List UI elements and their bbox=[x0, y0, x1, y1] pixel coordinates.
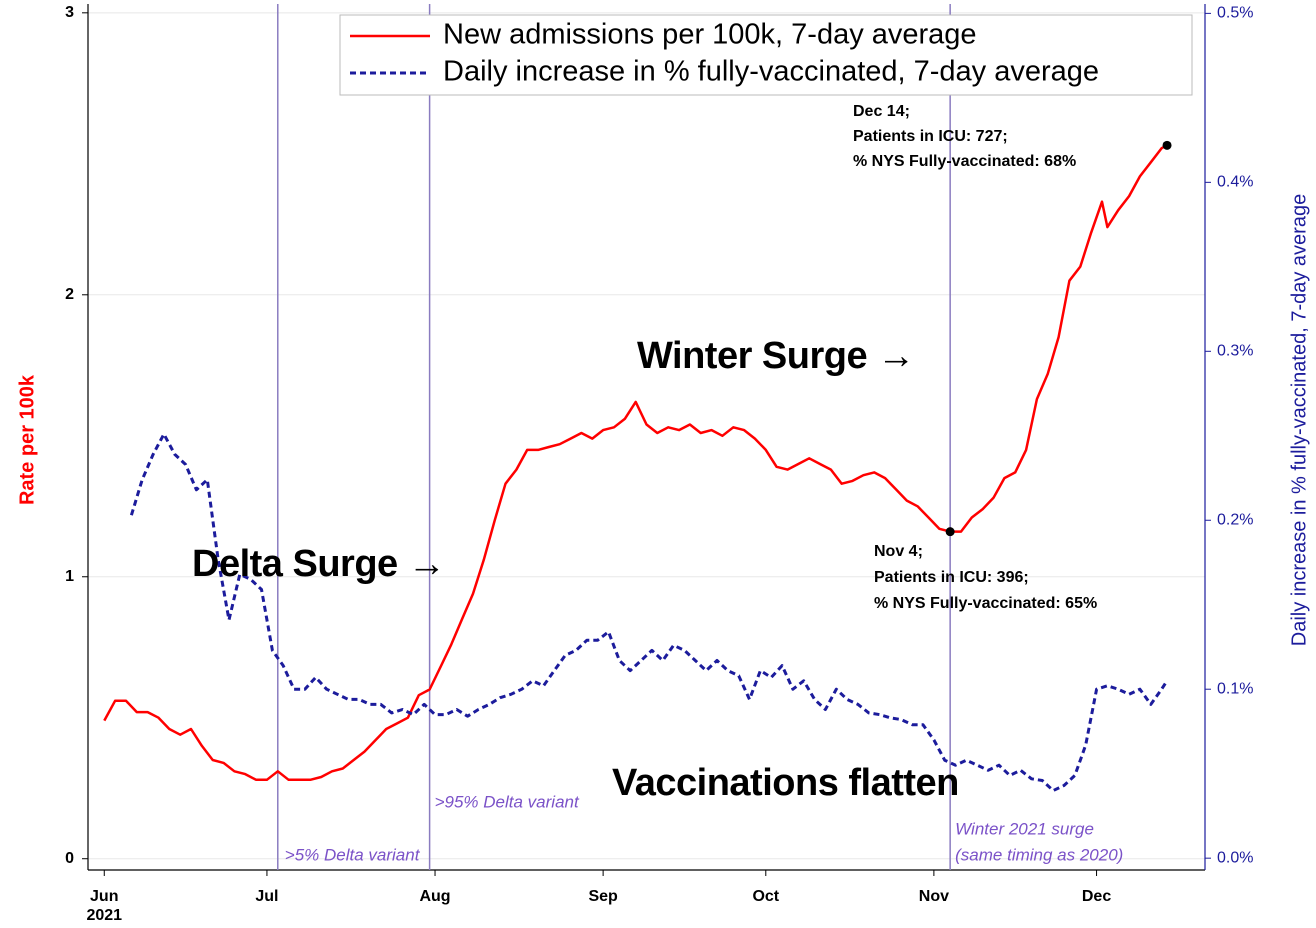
point-label: % NYS Fully-vaccinated: 68% bbox=[853, 153, 1076, 170]
point-label: Dec 14; bbox=[853, 103, 910, 120]
point-label: Nov 4; bbox=[874, 543, 923, 560]
legend: New admissions per 100k, 7-day average Da… bbox=[339, 14, 1193, 96]
reference-label: >5% Delta variant bbox=[285, 845, 421, 864]
y2-tick-label: 0.2% bbox=[1217, 511, 1253, 528]
x-tick-label: Sep bbox=[588, 888, 618, 905]
legend-label: New admissions per 100k, 7-day average bbox=[443, 19, 977, 51]
annotation: Vaccinations flatten bbox=[612, 762, 959, 804]
annotation-point bbox=[945, 527, 955, 537]
x-tick-label: Aug bbox=[419, 888, 450, 905]
y-tick-label: 2 bbox=[65, 286, 74, 303]
point-label: Patients in ICU: 727; bbox=[853, 128, 1008, 145]
x-year-label: 2021 bbox=[86, 907, 122, 924]
y-tick-label: 0 bbox=[65, 850, 74, 867]
x-tick-label: Nov bbox=[919, 888, 949, 905]
series-line bbox=[103, 144, 1168, 782]
annotation: Delta Surge → bbox=[192, 543, 445, 585]
x-tick-label: Jul bbox=[255, 888, 278, 905]
y2-tick-label: 0.3% bbox=[1217, 343, 1253, 360]
legend-label: Daily increase in % fully-vaccinated, 7-… bbox=[443, 56, 1099, 88]
y2-tick-label: 0.0% bbox=[1217, 849, 1253, 866]
x-tick-label: Jun bbox=[90, 888, 118, 905]
annotation-point bbox=[1162, 140, 1172, 150]
annotation: Winter Surge → bbox=[637, 335, 915, 377]
y2-tick-label: 0.5% bbox=[1217, 5, 1253, 22]
x-tick-label: Oct bbox=[752, 888, 779, 905]
reference-label: Winter 2021 surge bbox=[955, 819, 1094, 838]
y2-tick-label: 0.4% bbox=[1217, 174, 1253, 191]
y-axis-title: Rate per 100k bbox=[16, 374, 38, 505]
series-line bbox=[129, 432, 1169, 793]
y-tick-label: 3 bbox=[65, 4, 74, 21]
point-label: Patients in ICU: 396; bbox=[874, 569, 1029, 586]
y2-axis-title: Daily increase in % fully-vaccinated, 7-… bbox=[1288, 194, 1310, 646]
x-tick-label: Dec bbox=[1082, 888, 1111, 905]
point-label: % NYS Fully-vaccinated: 65% bbox=[874, 595, 1097, 612]
legend-box bbox=[339, 14, 1193, 96]
reference-label: >95% Delta variant bbox=[435, 792, 580, 811]
y2-tick-label: 0.1% bbox=[1217, 680, 1253, 697]
reference-label: (same timing as 2020) bbox=[955, 845, 1123, 864]
y-tick-label: 1 bbox=[65, 568, 74, 585]
